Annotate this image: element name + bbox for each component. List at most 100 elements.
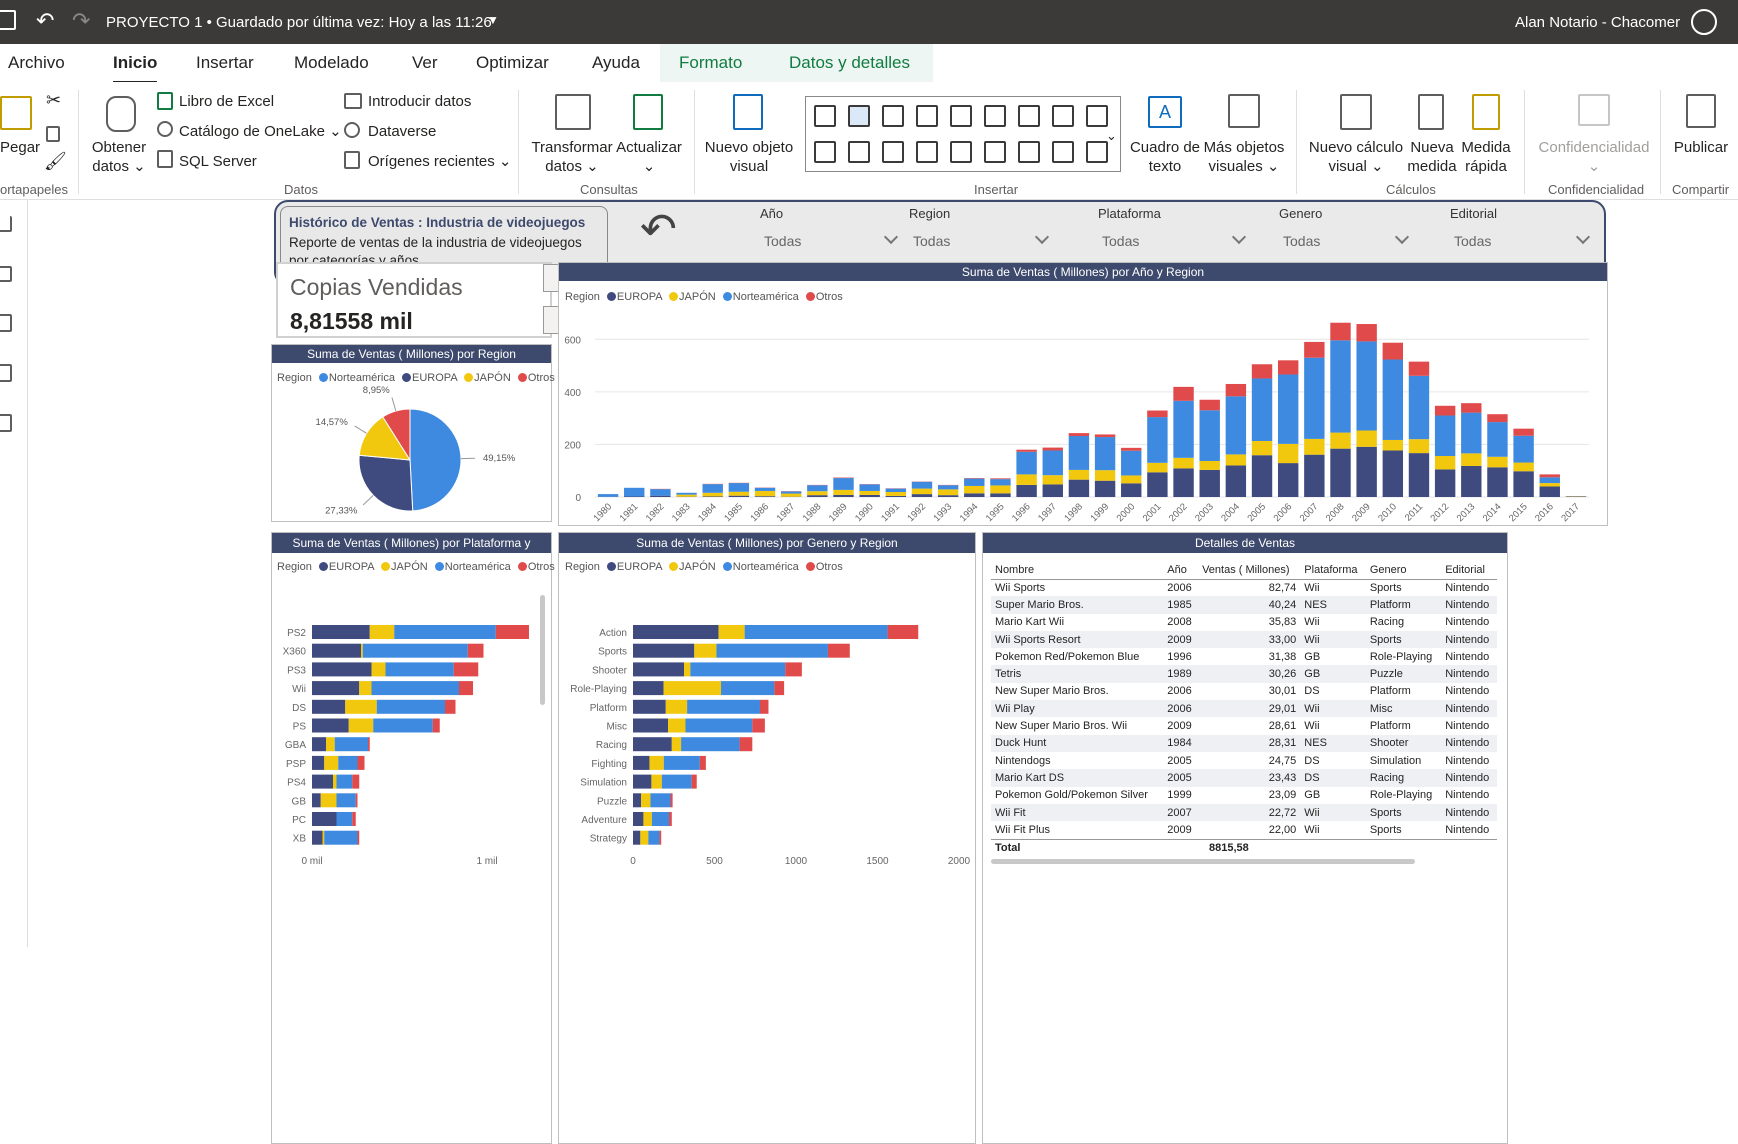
visual-type-icon[interactable] — [882, 141, 904, 163]
copy-icon[interactable] — [46, 126, 60, 142]
model-view-icon[interactable] — [0, 314, 12, 332]
title-dropdown-icon[interactable]: ▼ — [487, 13, 499, 27]
chevron-down-icon[interactable] — [1035, 230, 1049, 244]
document-title[interactable]: PROYECTO 1 • Guardado por última vez: Ho… — [106, 14, 492, 31]
visual-type-icon[interactable] — [848, 141, 870, 163]
visual-type-icon[interactable] — [984, 141, 1006, 163]
visual-type-icon[interactable] — [916, 141, 938, 163]
tab-ver[interactable]: Ver — [412, 53, 438, 73]
dax-query-view-icon[interactable] — [0, 364, 12, 382]
format-painter-icon[interactable]: 🖌 — [44, 152, 67, 171]
gallery-expand-icon[interactable]: ⌄ — [1106, 126, 1117, 145]
slicer-editorial[interactable]: Editorial Todas — [1450, 206, 1600, 246]
visual-type-icon[interactable] — [814, 105, 836, 127]
column-header-ano[interactable]: Año — [1163, 561, 1198, 579]
kpi-card[interactable]: Copias Vendidas 8,81558 mil — [276, 262, 552, 338]
tab-modelado[interactable]: Modelado — [294, 53, 369, 73]
column-header-nombre[interactable]: Nombre — [991, 561, 1163, 579]
enter-data-button[interactable]: Introducir datos — [368, 92, 471, 111]
horizontal-scrollbar[interactable] — [991, 859, 1415, 864]
report-view-icon[interactable] — [0, 216, 12, 232]
visualization-gallery[interactable] — [805, 96, 1121, 172]
column-header-plataforma[interactable]: Plataforma — [1300, 561, 1366, 579]
visual-type-icon[interactable] — [984, 105, 1006, 127]
excel-workbook-button[interactable]: Libro de Excel — [179, 92, 274, 111]
year-region-visual[interactable]: Suma de Ventas ( Millones) por Año y Reg… — [558, 262, 1608, 526]
save-icon[interactable] — [0, 10, 16, 30]
visual-type-icon[interactable] — [1052, 141, 1074, 163]
tab-inicio[interactable]: Inicio — [113, 53, 157, 73]
sales-details-visual[interactable]: Detalles de Ventas Nombre Año Ventas ( M… — [982, 532, 1508, 1144]
tab-optimizar[interactable]: Optimizar — [476, 53, 549, 73]
dataverse-button[interactable]: Dataverse — [368, 122, 436, 141]
tab-archivo[interactable]: Archivo — [8, 53, 65, 73]
platform-region-visual[interactable]: Suma de Ventas ( Millones) por Plataform… — [271, 532, 552, 1144]
tab-insertar[interactable]: Insertar — [196, 53, 254, 73]
slicer-region[interactable]: Region Todas — [909, 206, 1057, 246]
slicer-genero[interactable]: Genero Todas — [1279, 206, 1419, 246]
column-header-editorial[interactable]: Editorial — [1441, 561, 1497, 579]
paste-button[interactable]: Pegar — [0, 138, 34, 157]
visual-type-icon[interactable] — [1018, 105, 1040, 127]
slicer-plataforma[interactable]: Plataforma Todas — [1098, 206, 1248, 246]
account-icon[interactable] — [1691, 9, 1717, 35]
recent-sources-button[interactable]: Orígenes recientes ⌄ — [368, 152, 511, 171]
undo-icon[interactable]: ↶ — [36, 8, 54, 34]
sql-server-button[interactable]: SQL Server — [179, 152, 257, 171]
visual-type-icon[interactable] — [1052, 105, 1074, 127]
cut-icon[interactable]: ✂ — [46, 91, 61, 110]
pie-visual[interactable]: Suma de Ventas ( Millones) por Region Re… — [271, 344, 552, 522]
tab-ayuda[interactable]: Ayuda — [592, 53, 640, 73]
visual-type-icon[interactable] — [882, 105, 904, 127]
column-header-ventas[interactable]: Ventas ( Millones) — [1198, 561, 1300, 579]
tmdl-view-icon[interactable] — [0, 414, 12, 432]
chevron-down-icon[interactable] — [1395, 230, 1409, 244]
visual-type-icon[interactable] — [950, 141, 972, 163]
visual-type-icon[interactable] — [916, 105, 938, 127]
back-arrow-icon[interactable]: ↶ — [640, 208, 677, 252]
publish-button[interactable]: Publicar — [1664, 138, 1738, 157]
tab-datos-detalles[interactable]: Datos y detalles — [789, 53, 910, 73]
chevron-down-icon[interactable] — [1576, 230, 1590, 244]
onelake-catalog-button[interactable]: Catálogo de OneLake ⌄ — [179, 122, 342, 141]
slicer-ano[interactable]: Año Todas — [760, 206, 900, 246]
visual-type-icon[interactable] — [848, 105, 870, 127]
visual-type-icon[interactable] — [950, 105, 972, 127]
chevron-down-icon[interactable] — [884, 230, 898, 244]
redo-icon[interactable]: ↷ — [72, 8, 90, 34]
visual-type-icon[interactable] — [814, 141, 836, 163]
refresh-button[interactable]: Actualizar⌄ — [614, 138, 684, 176]
genre-region-visual[interactable]: Suma de Ventas ( Millones) por Genero y … — [558, 532, 976, 1144]
visual-type-icon[interactable] — [1086, 105, 1108, 127]
chevron-down-icon[interactable] — [1232, 230, 1246, 244]
table-view-icon[interactable] — [0, 266, 12, 282]
vertical-scrollbar[interactable] — [540, 595, 545, 705]
tab-formato[interactable]: Formato — [679, 53, 742, 73]
column-header-genero[interactable]: Genero — [1366, 561, 1441, 579]
visual-type-icon[interactable] — [1018, 141, 1040, 163]
visual-type-icon[interactable] — [1086, 141, 1108, 163]
